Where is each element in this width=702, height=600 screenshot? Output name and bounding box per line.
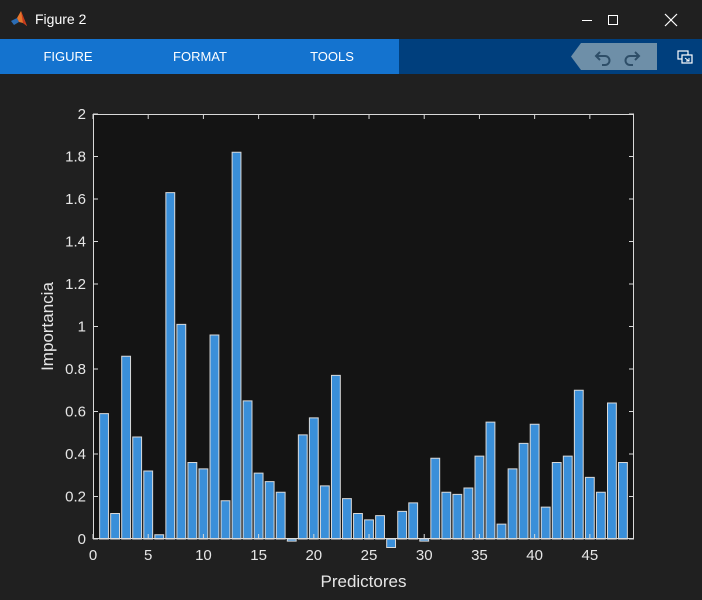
figure-canvas: 0 5 10 15 20 25 30 35 40 45 0 0.2 0.4 0.6 0.8 1 1.2 1.4 1.… bbox=[0, 74, 702, 600]
minimize-icon bbox=[582, 19, 592, 21]
bar bbox=[474, 455, 485, 540]
bar bbox=[297, 434, 308, 540]
maximize-button[interactable] bbox=[590, 0, 636, 39]
bar bbox=[286, 538, 297, 542]
y-tick-label: 1.4 bbox=[65, 234, 86, 251]
axes-box bbox=[93, 114, 634, 539]
bar bbox=[430, 457, 441, 540]
bar bbox=[518, 442, 529, 540]
bar bbox=[165, 192, 176, 540]
bar bbox=[573, 389, 584, 540]
bar bbox=[607, 402, 617, 540]
bar bbox=[463, 487, 474, 540]
y-tick-label: 1.8 bbox=[65, 149, 86, 166]
close-icon bbox=[664, 13, 678, 26]
x-tick-label: 0 bbox=[89, 547, 97, 564]
bar bbox=[264, 481, 275, 540]
y-tick-label: 0.2 bbox=[65, 489, 86, 506]
bar bbox=[308, 417, 319, 540]
y-tick-label: 0 bbox=[78, 531, 86, 548]
bar bbox=[584, 476, 595, 540]
bar bbox=[99, 413, 109, 540]
quick-access-toolbar bbox=[571, 43, 657, 70]
bar bbox=[562, 455, 573, 540]
x-axis-label: Predictores bbox=[321, 572, 407, 591]
window-title: Figure 2 bbox=[35, 11, 87, 27]
x-tick-label: 40 bbox=[526, 547, 543, 564]
bar bbox=[496, 523, 507, 540]
bar bbox=[121, 355, 132, 540]
x-tick-label: 30 bbox=[416, 547, 433, 564]
ticks-layer: 0 5 10 15 20 25 30 35 40 45 0 0.2 0.4 0.6 0.8 1 1.2 1.4 1.… bbox=[65, 106, 634, 564]
bar bbox=[231, 151, 242, 540]
y-tick-label: 2 bbox=[78, 106, 86, 123]
tab-format[interactable]: FORMAT bbox=[173, 49, 227, 64]
bar bbox=[375, 515, 385, 540]
toolstrip: FIGURE FORMAT TOOLS bbox=[0, 39, 702, 74]
bar bbox=[408, 502, 419, 540]
bar bbox=[452, 493, 463, 540]
redo-button[interactable] bbox=[621, 46, 643, 68]
undock-icon[interactable] bbox=[677, 50, 693, 64]
bar bbox=[397, 510, 408, 540]
close-button[interactable] bbox=[648, 0, 694, 39]
toolstrip-tabs: FIGURE FORMAT TOOLS bbox=[0, 39, 399, 74]
x-tick-label: 15 bbox=[250, 547, 267, 564]
bar bbox=[253, 472, 264, 540]
tab-tools[interactable]: TOOLS bbox=[310, 49, 354, 64]
y-tick-label: 0.8 bbox=[65, 361, 86, 378]
bars-layer bbox=[99, 151, 628, 548]
bar bbox=[198, 468, 209, 540]
bar bbox=[110, 513, 120, 540]
y-tick-label: 1 bbox=[78, 319, 86, 336]
y-tick-label: 0.6 bbox=[65, 404, 86, 421]
y-axis-label: Importancia bbox=[38, 282, 57, 371]
x-tick-label: 20 bbox=[305, 547, 322, 564]
bar bbox=[485, 421, 496, 540]
bar bbox=[529, 423, 540, 540]
bar bbox=[209, 334, 220, 540]
bar bbox=[618, 462, 628, 540]
undo-icon bbox=[594, 51, 611, 66]
bar bbox=[132, 436, 143, 540]
bar bbox=[242, 400, 253, 540]
tab-figure[interactable]: FIGURE bbox=[43, 49, 93, 64]
bar bbox=[342, 498, 352, 540]
x-tick-label: 35 bbox=[471, 547, 488, 564]
bar bbox=[551, 462, 562, 540]
x-tick-label: 10 bbox=[195, 547, 212, 564]
bar bbox=[319, 485, 330, 540]
bar bbox=[330, 374, 341, 540]
title-bar: Figure 2 bbox=[0, 0, 702, 39]
bar bbox=[220, 500, 231, 540]
x-tick-label: 45 bbox=[581, 547, 598, 564]
bar bbox=[441, 491, 452, 540]
maximize-icon bbox=[608, 14, 618, 25]
bar bbox=[507, 468, 518, 540]
bar bbox=[386, 538, 397, 548]
bar bbox=[595, 491, 606, 540]
undo-button[interactable] bbox=[592, 46, 614, 68]
matlab-icon bbox=[11, 11, 27, 26]
bar bbox=[275, 491, 286, 540]
y-tick-label: 0.4 bbox=[65, 446, 86, 463]
minimize-button[interactable] bbox=[564, 0, 610, 39]
y-tick-label: 1.2 bbox=[65, 276, 86, 293]
bar bbox=[419, 538, 430, 542]
bar bbox=[143, 470, 154, 540]
redo-icon bbox=[624, 51, 641, 66]
bar bbox=[187, 462, 198, 540]
bar-chart: 0 5 10 15 20 25 30 35 40 45 0 0.2 0.4 0.6 0.8 1 1.2 1.4 1.… bbox=[38, 106, 634, 591]
y-tick-label: 1.6 bbox=[65, 191, 86, 208]
bar bbox=[176, 323, 187, 540]
x-tick-label: 25 bbox=[361, 547, 378, 564]
bar bbox=[353, 513, 363, 540]
bar bbox=[540, 506, 551, 540]
x-tick-label: 5 bbox=[144, 547, 152, 564]
